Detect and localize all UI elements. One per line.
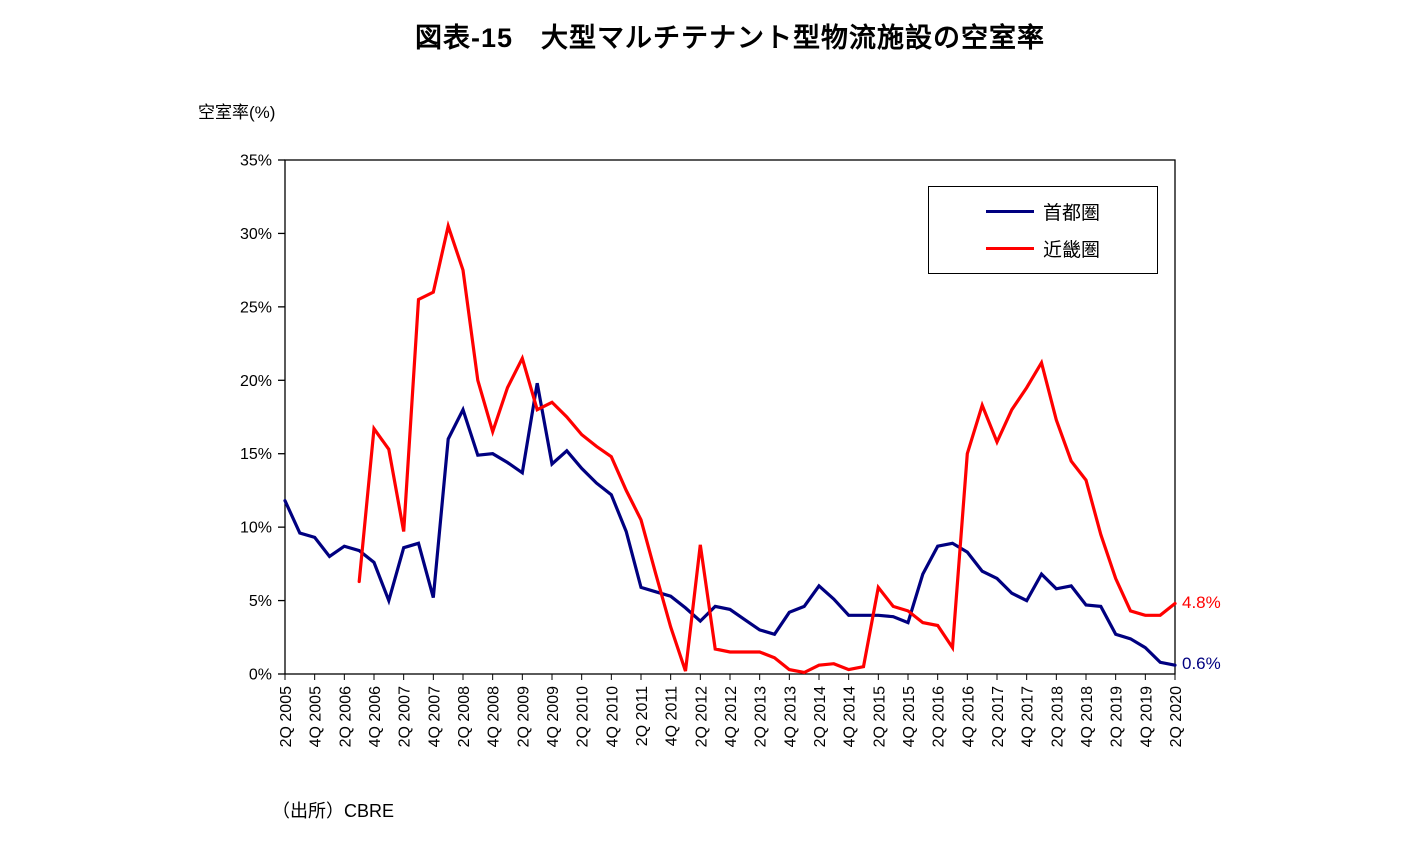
x-tick-label: 2Q 2016	[931, 686, 948, 747]
x-tick-label: 4Q 2016	[960, 686, 977, 747]
x-tick-label: 4Q 2005	[308, 686, 325, 747]
legend-label-tokyo: 首都圏	[1042, 202, 1100, 224]
x-tick-label: 4Q 2019	[1138, 686, 1155, 747]
x-tick-label: 4Q 2006	[367, 686, 384, 747]
x-tick-label: 2Q 2008	[456, 686, 473, 747]
x-tick-label: 4Q 2012	[723, 686, 740, 747]
kinki-end-value-label: 4.8%	[1182, 592, 1221, 612]
x-tick-label: 4Q 2014	[842, 686, 859, 747]
y-tick-label: 5%	[249, 593, 272, 610]
y-tick-label: 35%	[240, 153, 272, 170]
x-tick-label: 4Q 2017	[1020, 686, 1037, 747]
x-tick-label: 2Q 2010	[575, 686, 592, 747]
x-tick-label: 2Q 2007	[397, 686, 414, 747]
x-tick-label: 2Q 2006	[337, 686, 354, 747]
tokyo-end-value-label: 0.6%	[1182, 654, 1221, 674]
x-tick-label: 2Q 2015	[871, 686, 888, 747]
y-tick-label: 10%	[240, 520, 272, 537]
x-tick-label: 4Q 2011	[664, 686, 681, 746]
legend-label-kinki: 近畿圏	[1042, 240, 1100, 262]
x-tick-label: 2Q 2017	[990, 686, 1007, 747]
legend-item-kinki: 近畿圏	[929, 235, 1157, 262]
kinki-line-swatch	[985, 247, 1034, 251]
x-tick-label: 2Q 2018	[1049, 686, 1066, 747]
x-tick-label: 2Q 2019	[1109, 686, 1126, 747]
x-tick-label: 4Q 2015	[901, 686, 918, 747]
x-tick-label: 2Q 2014	[812, 686, 829, 747]
legend-item-tokyo: 首都圏	[929, 198, 1157, 225]
y-tick-label: 25%	[240, 299, 272, 316]
y-tick-label: 0%	[249, 667, 272, 684]
x-tick-label: 2Q 2011	[634, 686, 651, 746]
x-tick-label: 2Q 2012	[693, 686, 710, 747]
tokyo-series-line	[283, 382, 1177, 667]
y-axis-unit-label: 空室率(%)	[198, 103, 276, 122]
kinki-series-line	[357, 220, 1177, 675]
x-tick-label: 4Q 2008	[486, 686, 503, 747]
x-tick-label: 2Q 2020	[1168, 686, 1185, 747]
x-tick-label: 4Q 2013	[782, 686, 799, 747]
chart-legend: 首都圏 近畿圏	[928, 186, 1158, 274]
x-tick-label: 4Q 2018	[1079, 686, 1096, 747]
x-tick-label: 4Q 2007	[426, 686, 443, 747]
x-tick-label: 2Q 2005	[278, 686, 295, 747]
x-tick-label: 2Q 2013	[753, 686, 770, 747]
chart-title: 図表-15 大型マルチテナント型物流施設の空室率	[414, 23, 1046, 53]
x-tick-label: 4Q 2009	[545, 686, 562, 747]
x-tick-label: 2Q 2009	[515, 686, 532, 747]
tokyo-line-swatch	[985, 209, 1034, 213]
y-tick-label: 30%	[240, 226, 272, 243]
y-tick-label: 15%	[240, 446, 272, 463]
source-note: （出所）CBRE	[272, 801, 395, 821]
y-tick-label: 20%	[240, 373, 272, 390]
x-tick-label: 4Q 2010	[604, 686, 621, 747]
